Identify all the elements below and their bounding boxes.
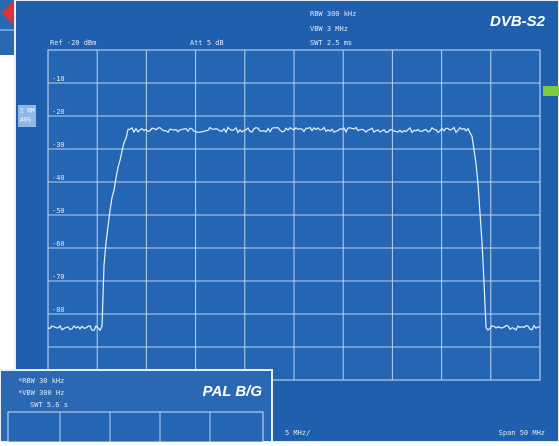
header-text: RBW 300 kHz	[310, 10, 356, 18]
y-label: -20	[52, 108, 65, 116]
main-title: DVB-S2	[490, 13, 546, 30]
inset-header: *VBW 300 Hz	[18, 389, 64, 397]
side-label: 1 RM	[20, 108, 35, 115]
inset-header: *RBW 30 kHz	[18, 377, 64, 385]
footer-text: Span 50 MHz	[499, 429, 545, 437]
y-label: -30	[52, 141, 65, 149]
y-label: -50	[52, 207, 65, 215]
inset-header: SWT 5.6 s	[30, 401, 68, 409]
footer-text: 5 MHz/	[285, 429, 310, 437]
header-text: VBW 3 MHz	[310, 25, 348, 33]
inset-plot	[8, 412, 263, 442]
header-text: SWT 2.5 ms	[310, 39, 352, 47]
y-label: -40	[52, 174, 65, 182]
y-label: -70	[52, 273, 65, 281]
y-label: -80	[52, 306, 65, 314]
y-label: -10	[52, 75, 65, 83]
attenuation: Att 5 dB	[190, 39, 224, 47]
inset-title: PAL B/G	[203, 383, 263, 400]
marker-tab	[543, 86, 559, 96]
screenshot: DVB-S2 RBW 300 kHz VBW 3 MHz SWT 2.5 ms …	[0, 0, 559, 442]
ref-level: Ref -20 dBm	[50, 39, 96, 47]
side-label: AVG	[20, 117, 31, 124]
y-label: -60	[52, 240, 65, 248]
